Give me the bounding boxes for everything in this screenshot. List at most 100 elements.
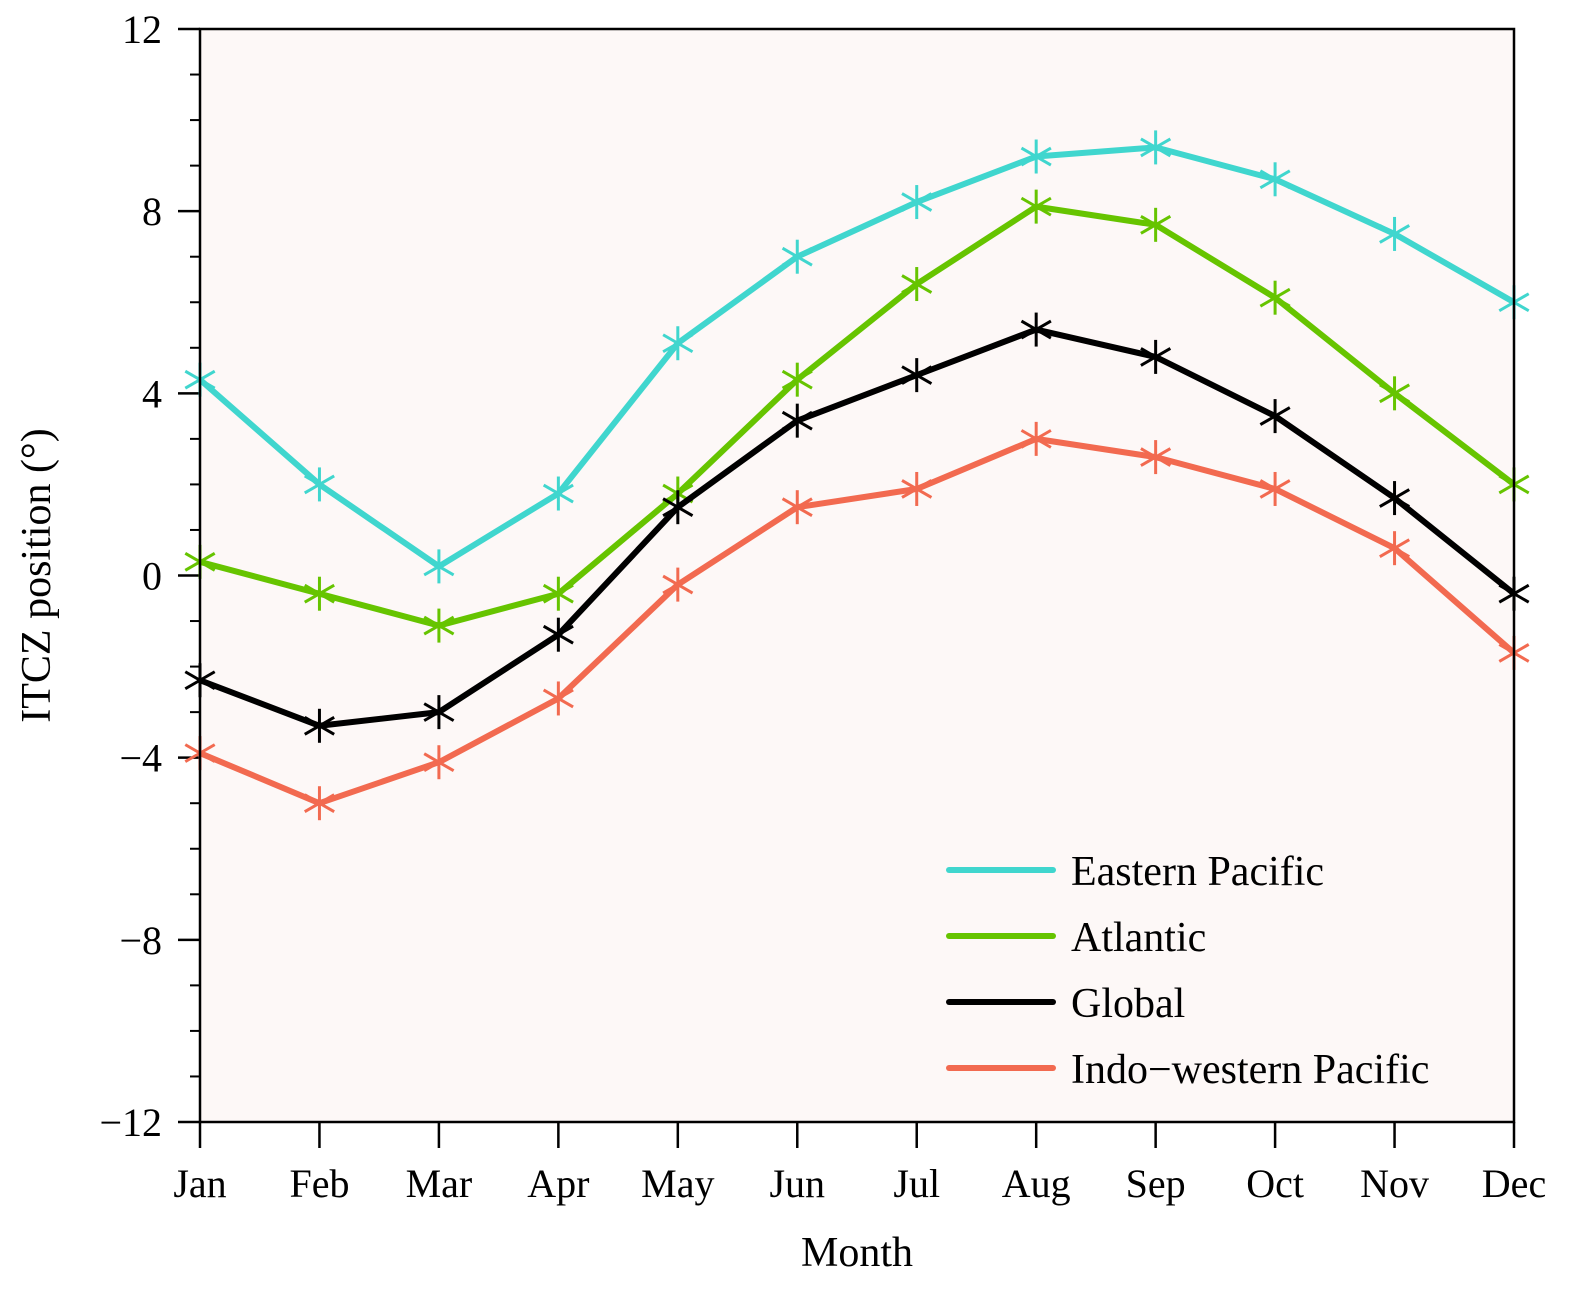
data-point-indo-western-pacific	[542, 681, 574, 716]
data-point-atlantic	[1259, 280, 1291, 315]
data-point-eastern-pacific	[662, 326, 694, 361]
data-point-eastern-pacific	[781, 239, 813, 274]
data-point-indo-western-pacific	[303, 786, 335, 821]
data-point-indo-western-pacific	[1259, 471, 1291, 506]
marker-stroke	[1020, 196, 1052, 217]
x-tick-label: Jul	[893, 1161, 940, 1206]
data-point-eastern-pacific	[303, 467, 335, 502]
data-point-eastern-pacific	[1020, 139, 1052, 174]
x-tick-label: Nov	[1360, 1161, 1429, 1206]
marker-stroke	[303, 583, 335, 604]
data-point-indo-western-pacific	[1140, 440, 1172, 475]
marker-stroke	[303, 793, 335, 814]
y-tick-label: 12	[122, 7, 162, 52]
marker-stroke	[423, 556, 455, 577]
x-tick-label: Oct	[1246, 1161, 1304, 1206]
series-line-eastern-pacific	[197, 144, 1517, 570]
marker-stroke	[303, 474, 335, 495]
data-point-atlantic	[1140, 207, 1172, 242]
data-point-indo-western-pacific	[1020, 421, 1052, 456]
marker-stroke	[1020, 429, 1052, 449]
data-point-atlantic	[303, 576, 335, 611]
marker-stroke	[662, 333, 694, 354]
series-line-atlantic	[197, 203, 1517, 629]
data-point-global	[1259, 399, 1291, 434]
series-line-global	[197, 326, 1517, 729]
data-point-atlantic	[1379, 376, 1411, 411]
marker-stroke	[1379, 383, 1411, 404]
marker-stroke	[1140, 347, 1172, 367]
data-point-atlantic	[542, 576, 574, 611]
x-tick-label: Feb	[289, 1161, 349, 1206]
marker-stroke	[1259, 406, 1291, 426]
data-point-global	[1020, 312, 1052, 347]
series-layer	[184, 130, 1530, 821]
x-tick-label: Dec	[1482, 1161, 1546, 1206]
marker-stroke	[1140, 137, 1172, 158]
x-tick-label: Jan	[173, 1161, 226, 1206]
y-tick-label: 8	[142, 189, 162, 234]
y-tick-label: −12	[99, 1100, 162, 1145]
legend: Eastern Pacific Atlantic Global Indo−wester…	[946, 849, 1429, 1093]
data-point-indo-western-pacific	[901, 471, 933, 506]
data-point-eastern-pacific	[1140, 130, 1172, 165]
marker-stroke	[1259, 287, 1291, 308]
marker-stroke	[1379, 224, 1411, 244]
marker-stroke	[781, 410, 813, 431]
plot-background	[200, 29, 1514, 1122]
y-tick-label: 0	[142, 554, 162, 599]
x-tick-label: May	[641, 1161, 714, 1206]
data-point-global	[1140, 339, 1172, 374]
data-point-indo-western-pacific	[1379, 531, 1411, 566]
y-tick-label: −8	[119, 918, 162, 963]
x-tick-label: Mar	[406, 1161, 473, 1206]
data-point-global	[542, 617, 574, 652]
marker-stroke	[542, 583, 574, 604]
marker-stroke	[901, 365, 933, 385]
y-tick-label: −4	[119, 736, 162, 781]
marker-stroke	[1020, 319, 1052, 340]
data-point-eastern-pacific	[901, 185, 933, 220]
x-tick-label: Aug	[1002, 1161, 1071, 1206]
marker-stroke	[423, 752, 455, 773]
x-axis-title: Month	[801, 1230, 913, 1276]
legend-label-atlantic: Atlantic	[1071, 915, 1206, 961]
marker-stroke	[542, 688, 574, 709]
y-axis-title: ITCZ position (°)	[14, 428, 60, 722]
marker-stroke	[662, 497, 694, 517]
marker-stroke	[1140, 447, 1172, 467]
data-point-atlantic	[781, 362, 813, 397]
series-line-indo-western-pacific	[197, 435, 1517, 807]
data-point-global	[781, 403, 813, 438]
data-point-atlantic	[423, 608, 455, 643]
marker-stroke	[1259, 479, 1291, 499]
data-point-indo-western-pacific	[781, 490, 813, 525]
marker-stroke	[781, 246, 813, 267]
marker-stroke	[781, 497, 813, 517]
y-tick-label: 4	[142, 371, 162, 416]
data-point-eastern-pacific	[423, 549, 455, 584]
data-point-global	[662, 490, 694, 525]
marker-stroke	[303, 715, 335, 736]
marker-stroke	[1379, 538, 1411, 558]
data-point-global	[1379, 481, 1411, 516]
data-point-atlantic	[901, 267, 933, 302]
x-tick-label: Sep	[1126, 1161, 1186, 1206]
marker-stroke	[901, 274, 933, 294]
data-point-eastern-pacific	[1259, 162, 1291, 197]
legend-label-eastern-pacific: Eastern Pacific	[1071, 849, 1324, 895]
x-tick-label: Apr	[527, 1161, 589, 1206]
data-point-global	[303, 708, 335, 743]
marker-stroke	[423, 615, 455, 636]
data-point-indo-western-pacific	[423, 745, 455, 780]
data-point-eastern-pacific	[1379, 216, 1411, 251]
x-tick-label: Jun	[769, 1161, 825, 1206]
legend-label-indo-western-pacific: Indo−western Pacific	[1071, 1047, 1429, 1093]
marker-stroke	[1020, 146, 1052, 167]
marker-stroke	[901, 479, 933, 499]
marker-stroke	[1259, 169, 1291, 190]
marker-stroke	[423, 702, 455, 722]
data-point-global	[423, 695, 455, 730]
marker-stroke	[781, 369, 813, 390]
